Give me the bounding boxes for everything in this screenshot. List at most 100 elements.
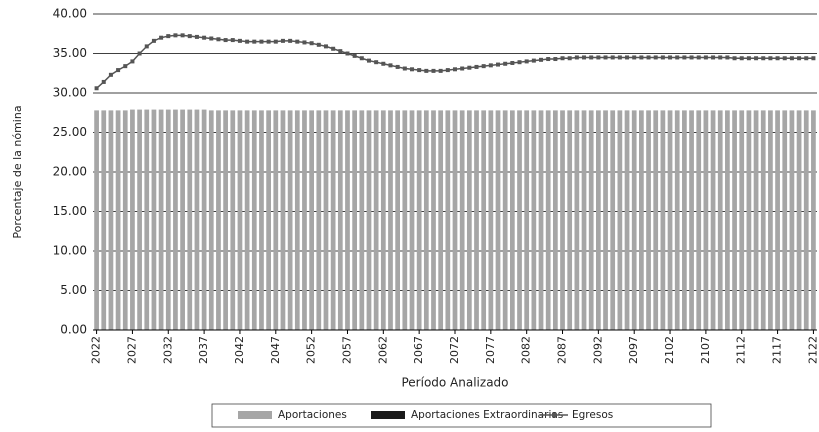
- line-marker: [417, 68, 422, 73]
- line-marker: [381, 61, 386, 66]
- line-marker: [718, 55, 723, 60]
- bar: [323, 110, 329, 330]
- line-marker: [761, 56, 766, 61]
- legend-swatch: [552, 413, 556, 417]
- bar: [309, 110, 314, 330]
- line-marker: [409, 67, 414, 72]
- line-marker: [166, 34, 171, 39]
- line-marker: [711, 55, 716, 60]
- line-marker: [395, 64, 400, 69]
- bar: [617, 110, 623, 330]
- line-marker: [101, 79, 106, 84]
- bar: [789, 110, 795, 330]
- x-tick-label: 2107: [699, 336, 712, 364]
- line-marker: [374, 60, 379, 65]
- line-marker: [108, 72, 113, 77]
- line-marker: [603, 55, 608, 60]
- bar: [302, 110, 307, 330]
- line-marker: [524, 59, 529, 64]
- bar: [574, 110, 580, 330]
- x-tick-label: 2052: [305, 336, 318, 364]
- line-marker: [689, 55, 694, 60]
- y-tick-label: 35.00: [53, 46, 87, 60]
- bar: [294, 110, 300, 330]
- line-marker: [323, 44, 328, 49]
- line-marker: [94, 86, 99, 91]
- bar: [803, 110, 809, 330]
- bar: [359, 110, 365, 330]
- bar: [524, 110, 530, 330]
- line-marker: [230, 38, 235, 43]
- bar: [194, 109, 200, 330]
- bar: [782, 110, 788, 330]
- bar: [674, 110, 680, 330]
- line-marker: [560, 56, 565, 61]
- bar: [352, 110, 358, 330]
- x-axis-title: Período Analizado: [401, 376, 508, 390]
- line-marker: [797, 56, 802, 61]
- bar: [725, 110, 730, 330]
- line-marker: [517, 60, 522, 65]
- legend-label: Egresos: [572, 409, 613, 421]
- bar: [316, 110, 322, 330]
- line-marker: [625, 55, 630, 60]
- line-marker: [151, 38, 156, 43]
- bar: [488, 110, 494, 330]
- line-marker: [445, 68, 450, 73]
- bar: [280, 110, 286, 330]
- line-marker: [589, 55, 594, 60]
- x-tick-label: 2042: [233, 336, 246, 364]
- line-marker: [617, 55, 622, 60]
- x-tick-label: 2102: [663, 336, 676, 364]
- line-marker: [582, 55, 587, 60]
- line-marker: [632, 55, 637, 60]
- line-marker: [402, 66, 407, 71]
- y-tick-label: 20.00: [53, 165, 87, 179]
- line-marker: [266, 39, 271, 44]
- line-marker: [216, 37, 221, 42]
- bar: [811, 110, 816, 330]
- bar: [259, 110, 264, 330]
- bar: [201, 109, 207, 330]
- legend-swatch: [238, 411, 272, 419]
- bar: [130, 109, 135, 330]
- bar: [696, 110, 702, 330]
- bar: [631, 110, 637, 330]
- x-tick-label: 2062: [376, 336, 389, 364]
- line-marker: [754, 56, 759, 61]
- bar: [108, 110, 114, 330]
- bar: [208, 110, 214, 330]
- bar: [739, 110, 745, 330]
- x-tick-label: 2032: [161, 336, 174, 364]
- bar: [538, 110, 544, 330]
- bar: [94, 110, 99, 330]
- line-marker: [359, 56, 364, 61]
- bar: [717, 110, 723, 330]
- line-marker: [496, 62, 501, 67]
- line-marker: [116, 68, 121, 73]
- bar: [588, 110, 594, 330]
- line-marker: [553, 57, 558, 62]
- line-marker: [653, 55, 658, 60]
- line-marker: [782, 56, 787, 61]
- line-marker: [273, 39, 278, 44]
- bar: [474, 110, 479, 330]
- x-tick-label: 2037: [197, 336, 210, 364]
- line-marker: [531, 58, 536, 63]
- line-marker: [123, 64, 128, 69]
- x-tick-label: 2067: [412, 336, 425, 364]
- x-tick-label: 2027: [125, 336, 138, 364]
- y-tick-label: 40.00: [53, 7, 87, 21]
- line-marker: [288, 38, 293, 43]
- line-marker: [732, 56, 737, 61]
- line-marker: [746, 56, 751, 61]
- bar: [760, 110, 766, 330]
- line-marker: [345, 51, 350, 56]
- bar: [768, 110, 773, 330]
- bar: [459, 110, 465, 330]
- line-marker: [223, 38, 228, 43]
- bar: [395, 110, 401, 330]
- x-tick-label: 2077: [484, 336, 497, 364]
- bar: [373, 110, 379, 330]
